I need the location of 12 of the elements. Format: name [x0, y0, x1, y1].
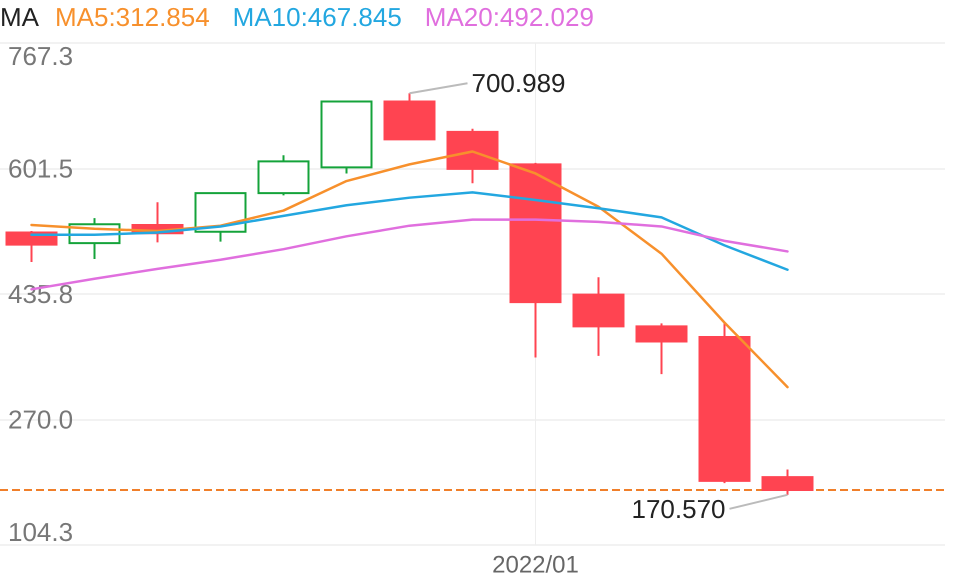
y-tick-label: 270.0 [8, 404, 74, 435]
legend-title: MA [0, 2, 40, 32]
x-tick-label: 2022/01 [492, 552, 579, 578]
text: MA10:467.845 [232, 2, 402, 32]
text: MA5:312.854 [55, 2, 210, 32]
annotation: 700.989 [472, 68, 566, 98]
y-tick-label: 435.8 [8, 279, 74, 309]
y-tick-label: 104.3 [8, 517, 74, 547]
y-tick-label: 767.3 [8, 41, 74, 71]
annotation: 170.570 [632, 494, 726, 524]
y-tick-label: 601.5 [8, 154, 74, 184]
text: MA20:492.029 [424, 2, 594, 32]
